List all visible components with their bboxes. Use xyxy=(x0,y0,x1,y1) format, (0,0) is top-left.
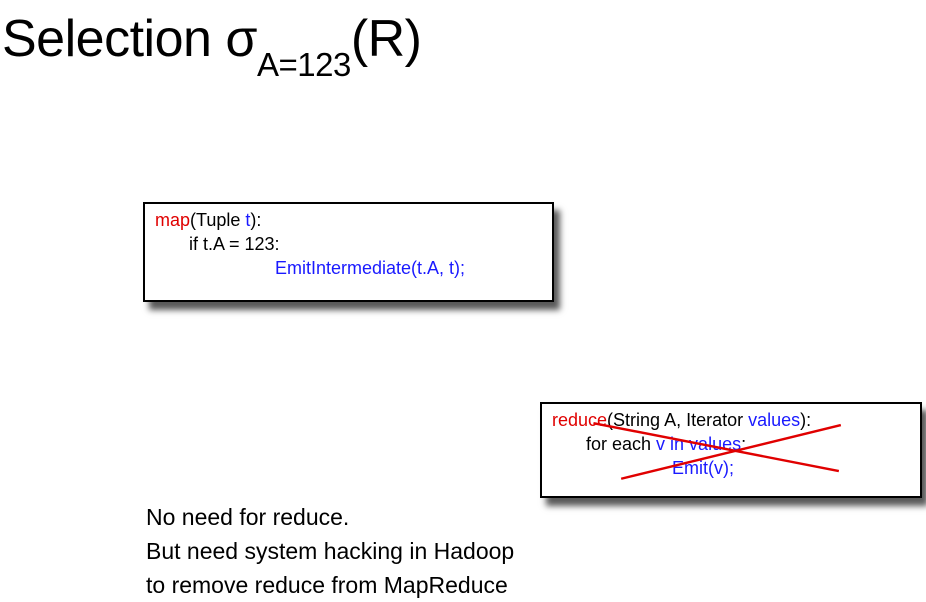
reduce-param-values: values xyxy=(748,410,801,430)
map-param-t: t xyxy=(245,210,251,230)
reduce-line-1-b: ): xyxy=(800,410,812,430)
title-subscript: A=123 xyxy=(256,46,351,83)
map-line-1-b: ): xyxy=(250,210,262,230)
map-line-1: map(Tuple t): xyxy=(155,208,542,232)
reduce-line-2-a: for each xyxy=(586,434,657,454)
title-main: Selection σ xyxy=(2,10,257,68)
map-code-box: map(Tuple t): if t.A = 123: EmitIntermed… xyxy=(143,202,554,302)
reduce-line-2: for each v in values: xyxy=(552,432,910,456)
note-line-2: But need system hacking in Hadoop xyxy=(146,538,515,564)
note-line-1: No need for reduce. xyxy=(146,504,350,530)
reduce-keyword: reduce xyxy=(552,410,608,430)
map-line-2: if t.A = 123: xyxy=(189,234,280,254)
title-suffix: (R) xyxy=(350,10,422,68)
slide-title: Selection σA=123(R) xyxy=(2,8,422,83)
reduce-code-box: reduce(String A, Iterator values): for e… xyxy=(540,402,922,498)
map-line-3: EmitIntermediate(t.A, t); xyxy=(275,258,466,278)
note-line-3: to remove reduce from MapReduce xyxy=(146,572,508,598)
reduce-line-3: Emit(v); xyxy=(672,458,734,478)
map-keyword: map xyxy=(155,210,191,230)
reduce-line-1-a: (String A, Iterator xyxy=(607,410,749,430)
notes-block: No need for reduce. But need system hack… xyxy=(146,500,514,602)
reduce-line-1: reduce(String A, Iterator values): xyxy=(552,408,910,432)
reduce-line-2-v: v in values xyxy=(656,434,742,454)
reduce-line-2-b: : xyxy=(741,434,747,454)
map-line-1-a: (Tuple xyxy=(190,210,246,230)
